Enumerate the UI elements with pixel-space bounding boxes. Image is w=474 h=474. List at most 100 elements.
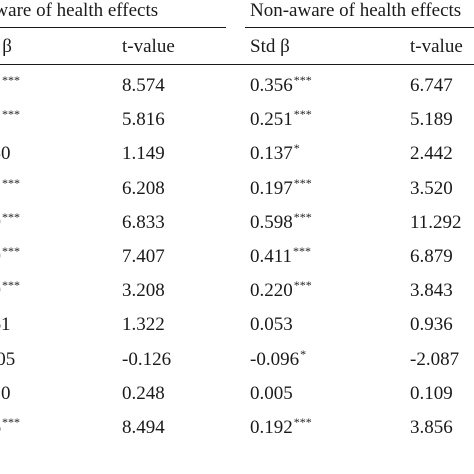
cell-non-aware-std-beta-value: 0.220 — [250, 280, 293, 301]
cell-non-aware-t-value: 3.843 — [410, 280, 453, 302]
cell-aware-t-value: 7.407 — [122, 246, 165, 268]
cell-aware-std-beta: 49*** — [0, 278, 20, 302]
cell-non-aware-t-value-value: 2.442 — [410, 143, 453, 164]
cell-non-aware-t-value: 3.856 — [410, 417, 453, 439]
cell-non-aware-t-value-value: -2.087 — [410, 349, 460, 370]
significance-marker: * — [300, 347, 307, 361]
column-header-aware-std-beta: d β — [0, 36, 12, 57]
cell-non-aware-t-value: -2.087 — [410, 349, 459, 371]
significance-marker: *** — [2, 244, 20, 258]
cell-non-aware-t-value: 3.520 — [410, 178, 453, 200]
cell-aware-t-value-value: 1.149 — [122, 143, 165, 164]
cell-non-aware-std-beta: 0.197*** — [250, 176, 312, 200]
cell-aware-std-beta-value: 42 — [0, 109, 1, 130]
cell-aware-std-beta: 59*** — [0, 244, 20, 268]
column-header-non-aware-t-value: t-value — [410, 36, 463, 57]
cell-non-aware-t-value: 2.442 — [410, 143, 453, 165]
table-row: 26*** 8.494 0.192*** 3.856 — [0, 415, 474, 439]
cell-non-aware-std-beta-value: -0.096 — [250, 349, 300, 370]
cell-aware-t-value-value: 6.208 — [122, 178, 165, 199]
significance-marker: *** — [293, 415, 312, 429]
significance-marker: *** — [2, 278, 20, 292]
cell-non-aware-t-value-value: 6.747 — [410, 75, 453, 96]
cell-non-aware-std-beta: 0.137* — [250, 142, 300, 165]
cell-aware-t-value-value: 8.574 — [122, 75, 165, 96]
cell-aware-std-beta: 010 — [0, 383, 12, 405]
cell-non-aware-std-beta: 0.251*** — [250, 107, 312, 131]
cell-aware-std-beta-value: 51 — [0, 75, 1, 96]
table-row: 010 0.248 0.005 0.109 — [0, 383, 474, 405]
cell-non-aware-std-beta-value: 0.411 — [250, 246, 293, 267]
cell-non-aware-std-beta-value: 0.192 — [250, 417, 293, 438]
significance-marker: *** — [293, 73, 312, 87]
cell-aware-std-beta-value: 29 — [0, 212, 1, 233]
cell-non-aware-std-beta: 0.411*** — [250, 244, 312, 268]
cell-aware-std-beta: 29*** — [0, 210, 20, 234]
cell-aware-t-value: 0.248 — [122, 383, 165, 405]
cell-aware-std-beta-value: 81 — [0, 178, 1, 199]
cell-aware-t-value: 8.574 — [122, 75, 165, 97]
cell-aware-std-beta-value: .005 — [0, 349, 16, 370]
significance-marker: *** — [293, 278, 312, 292]
cell-non-aware-t-value-value: 0.109 — [410, 383, 453, 404]
cell-aware-std-beta: 050 — [0, 143, 12, 165]
cell-non-aware-t-value: 0.936 — [410, 314, 453, 336]
cell-aware-t-value-value: 7.407 — [122, 246, 165, 267]
cell-aware-t-value-value: 3.208 — [122, 280, 165, 301]
cell-aware-t-value-value: 5.816 — [122, 109, 165, 130]
cell-non-aware-std-beta-value: 0.197 — [250, 178, 293, 199]
cell-non-aware-std-beta-value: 0.356 — [250, 75, 293, 96]
cell-aware-t-value: 6.833 — [122, 212, 165, 234]
cell-aware-std-beta: 26*** — [0, 416, 20, 439]
group-rule-aware — [0, 27, 226, 28]
cell-aware-std-beta-value: 061 — [0, 314, 11, 335]
significance-marker: *** — [293, 107, 312, 121]
cell-non-aware-std-beta-value: 0.137 — [250, 143, 293, 164]
column-header-non-aware-std-beta: Std β — [250, 36, 290, 57]
group-header-aware: aware of health effects — [0, 0, 159, 21]
cell-non-aware-std-beta-value: 0.598 — [250, 212, 293, 233]
cell-non-aware-std-beta: 0.192*** — [250, 415, 312, 439]
cell-aware-std-beta: 81*** — [0, 177, 20, 200]
cell-non-aware-std-beta: 0.220*** — [250, 278, 312, 302]
cell-non-aware-t-value: 6.747 — [410, 75, 453, 97]
significance-marker: *** — [293, 244, 312, 258]
cell-aware-t-value: 3.208 — [122, 280, 165, 302]
cell-aware-t-value-value: 8.494 — [122, 417, 165, 438]
cell-non-aware-std-beta-value: 0.251 — [250, 109, 293, 130]
significance-marker: *** — [293, 210, 312, 224]
group-header-non-aware: Non-aware of health effects — [250, 0, 462, 21]
cell-aware-t-value: 1.322 — [122, 314, 165, 336]
significance-marker: *** — [2, 107, 20, 121]
cell-aware-t-value: 5.816 — [122, 109, 165, 131]
table-row: .005 -0.126 -0.096* -2.087 — [0, 347, 474, 371]
cell-non-aware-t-value-value: 11.292 — [410, 212, 462, 233]
cell-aware-t-value: 8.494 — [122, 417, 165, 439]
cell-non-aware-t-value-value: 6.879 — [410, 246, 453, 267]
table-row: 061 1.322 0.053 0.936 — [0, 314, 474, 336]
cell-aware-t-value-value: 1.322 — [122, 314, 165, 335]
cell-non-aware-t-value-value: 3.843 — [410, 280, 453, 301]
cell-non-aware-t-value: 11.292 — [410, 212, 462, 234]
significance-marker: *** — [2, 210, 20, 224]
cell-aware-t-value: 6.208 — [122, 178, 165, 200]
cell-aware-t-value: 1.149 — [122, 143, 165, 165]
cell-non-aware-t-value: 0.109 — [410, 383, 453, 405]
cell-non-aware-t-value: 6.879 — [410, 246, 453, 268]
cell-non-aware-t-value-value: 3.856 — [410, 417, 453, 438]
significance-marker: *** — [293, 176, 312, 190]
cell-aware-t-value-value: -0.126 — [122, 349, 172, 370]
cell-aware-std-beta-value: 59 — [0, 246, 1, 267]
table-row: 050 1.149 0.137* 2.442 — [0, 142, 474, 165]
cell-non-aware-std-beta: -0.096* — [250, 347, 307, 371]
cell-aware-t-value: -0.126 — [122, 349, 171, 371]
cell-non-aware-std-beta: 0.005 — [250, 383, 294, 405]
cell-aware-std-beta-value: 010 — [0, 383, 11, 404]
cell-non-aware-t-value-value: 5.189 — [410, 109, 453, 130]
cell-non-aware-t-value-value: 0.936 — [410, 314, 453, 335]
cell-non-aware-std-beta-value: 0.005 — [250, 383, 293, 404]
